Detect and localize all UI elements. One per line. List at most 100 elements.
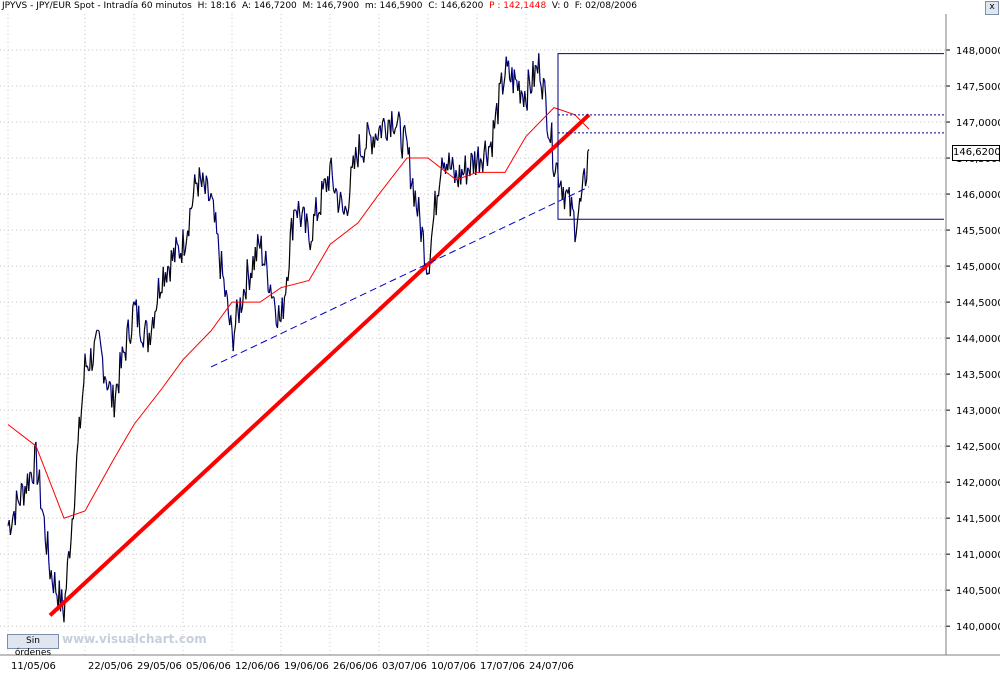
price-segment: [23, 485, 26, 506]
price-segment: [365, 122, 368, 149]
price-segment: [563, 191, 567, 210]
price-segment: [239, 297, 242, 313]
price-segment: [90, 348, 93, 371]
y-tick-label: 140,0000: [956, 622, 1000, 633]
price-segment: [586, 151, 589, 180]
price-segment: [30, 472, 33, 482]
price-segment: [88, 369, 91, 372]
price-segment: [581, 174, 584, 191]
price-segment: [500, 72, 504, 95]
price-segment: [287, 266, 290, 282]
price-segment: [104, 376, 107, 380]
price-segment: [208, 199, 211, 202]
price-segment: [234, 299, 238, 326]
price-segment: [394, 126, 398, 129]
price-segment: [461, 168, 464, 176]
price-segment: [418, 197, 421, 218]
price-segment: [33, 445, 36, 485]
price-segment: [100, 349, 104, 358]
price-segment: [391, 111, 394, 131]
price-segment: [439, 174, 442, 185]
price-segment: [380, 122, 384, 139]
price-segment: [265, 250, 268, 269]
price-segment: [108, 380, 112, 385]
price-segment: [503, 76, 506, 86]
price-segment: [167, 265, 170, 268]
price-segment: [223, 278, 226, 297]
price-segment: [367, 127, 371, 135]
price-segment: [331, 175, 335, 190]
price-segment: [220, 250, 224, 276]
price-segment: [404, 125, 407, 135]
price-segment: [266, 268, 269, 292]
price-segment: [366, 122, 370, 128]
price-segment: [236, 299, 239, 308]
y-tick-label: 145,5000: [956, 226, 1000, 237]
price-segment: [245, 259, 248, 300]
price-segment: [65, 560, 69, 589]
y-tick-label: 140,5000: [956, 586, 1000, 597]
price-segment: [399, 117, 402, 150]
price-segment: [72, 507, 76, 520]
price-segment: [587, 149, 590, 152]
price-segment: [205, 175, 209, 181]
price-segment: [515, 78, 517, 81]
price-segment: [54, 572, 57, 593]
price-segment: [145, 319, 148, 323]
price-segment: [574, 233, 577, 243]
price-segment: [414, 190, 417, 208]
price-segment: [11, 516, 14, 528]
price-segment: [41, 508, 44, 513]
price-segment: [222, 274, 225, 280]
price-segment: [211, 197, 214, 201]
close-chart-button[interactable]: x: [985, 1, 999, 15]
y-tick-label: 141,0000: [956, 550, 1000, 561]
chart-marks: [7, 53, 944, 623]
price-segment: [528, 81, 532, 94]
price-segment: [176, 243, 179, 246]
price-segment: [348, 193, 351, 209]
price-segment: [182, 229, 185, 256]
price-segment: [575, 222, 578, 234]
y-tick-label: 144,0000: [956, 334, 1000, 345]
price-segment: [98, 330, 101, 341]
price-segment: [184, 240, 188, 251]
price-segment: [349, 166, 352, 194]
price-segment: [467, 167, 470, 170]
price-segment: [519, 90, 522, 104]
price-segment: [202, 172, 205, 184]
price-segment: [157, 277, 161, 299]
price-segment: [386, 120, 389, 141]
p-value-label: P : 142,1448: [489, 1, 547, 11]
price-segment: [429, 237, 433, 257]
sin-ordenes-button[interactable]: Sin órdenes: [7, 634, 59, 658]
price-segment: [28, 472, 31, 492]
price-segment: [197, 167, 200, 197]
price-segment: [432, 216, 435, 227]
price-segment: [77, 416, 80, 443]
price-segment: [437, 184, 441, 197]
x-tick-label: 19/06/06: [284, 661, 329, 672]
uptrend-line: [48, 113, 591, 617]
price-segment: [94, 330, 98, 337]
price-segment: [84, 353, 87, 368]
y-tick-label: 146,0000: [956, 190, 1000, 201]
x-tick-label: 12/06/06: [235, 661, 280, 672]
x-tick-label: 22/05/06: [88, 661, 133, 672]
instrument-label: JPYVS - JPY/EUR Spot - Intradía 60 minut…: [2, 1, 192, 11]
price-segment: [233, 324, 237, 334]
price-segment: [551, 122, 554, 170]
y-tick-label: 141,5000: [956, 514, 1000, 525]
price-segment: [99, 340, 102, 350]
price-segment: [271, 296, 274, 299]
price-segment: [127, 319, 130, 340]
price-segment: [339, 191, 343, 199]
price-segment: [177, 245, 181, 259]
price-segment: [358, 134, 361, 155]
price-segment: [484, 140, 487, 156]
price-segment: [55, 592, 58, 597]
price-segment: [97, 329, 100, 332]
price-segment: [210, 193, 213, 198]
price-segment: [86, 365, 90, 372]
high-label: H: 18:16: [197, 1, 237, 11]
